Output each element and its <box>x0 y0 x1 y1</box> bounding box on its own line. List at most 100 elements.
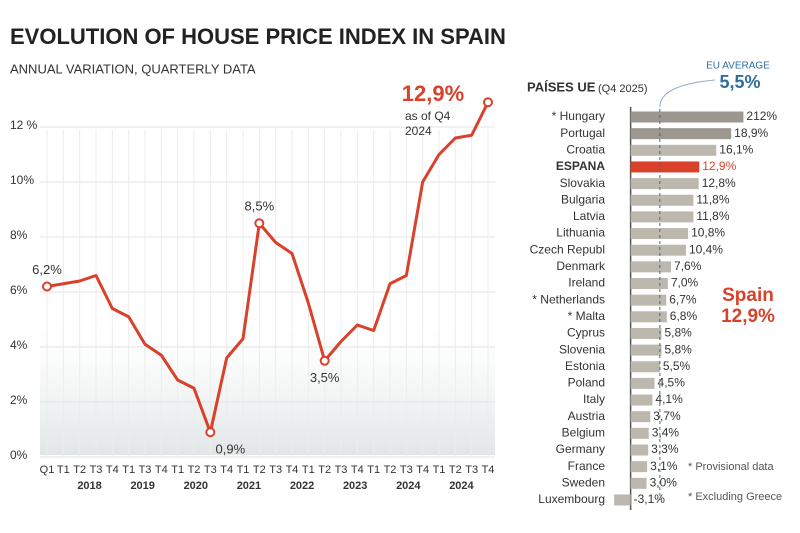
value-label: 11,8% <box>696 209 729 223</box>
y-tick-label: 10% <box>10 173 34 187</box>
category-label: Luxembourg <box>538 492 605 506</box>
value-label: 5,5% <box>663 359 691 373</box>
year-label: 2021 <box>237 480 261 492</box>
value-label: 4,5% <box>658 376 686 390</box>
x-tick-label: T4 <box>286 464 299 476</box>
x-tick-label: T1 <box>302 464 315 476</box>
x-tick-label: T2 <box>449 464 462 476</box>
year-label: 2022 <box>290 480 314 492</box>
category-label: * Hungary <box>552 109 605 123</box>
value-label: 3,1% <box>650 459 678 473</box>
year-label: 2024 <box>449 480 474 492</box>
value-label: 3,3% <box>651 442 679 456</box>
value-label: 7,0% <box>671 276 699 290</box>
x-tick-label: T3 <box>139 464 152 476</box>
y-tick-label: 4% <box>10 338 28 352</box>
value-label: 18,9% <box>734 126 768 140</box>
x-tick-label: T2 <box>73 464 86 476</box>
year-label: 2019 <box>130 480 154 492</box>
category-label: * Malta <box>568 309 606 323</box>
x-tick-label: T1 <box>171 464 184 476</box>
value-label: 16,1% <box>719 142 753 156</box>
bar <box>630 377 655 389</box>
x-tick-label: T3 <box>335 464 348 476</box>
x-tick-label: T2 <box>253 464 266 476</box>
y-tick-label: 8% <box>10 228 28 242</box>
category-label: Ireland <box>568 276 605 290</box>
category-label: Estonia <box>565 359 605 373</box>
bar <box>630 461 648 473</box>
reference-pointer <box>659 79 715 108</box>
bar <box>630 244 686 256</box>
year-label: 2018 <box>77 480 101 492</box>
category-label: Portugal <box>560 126 605 140</box>
title: EVOLUTION OF HOUSE PRICE INDEX IN SPAIN <box>10 24 506 49</box>
x-tick-label: T4 <box>482 464 495 476</box>
value-label: -3,1% <box>634 492 666 506</box>
value-label: 12,9% <box>402 81 464 106</box>
y-tick-label: 12 % <box>10 118 38 132</box>
value-label: 10,8% <box>691 226 725 240</box>
x-tick-label: T2 <box>318 464 331 476</box>
bar <box>630 394 653 406</box>
bar <box>630 144 717 156</box>
category-label: Croatia <box>566 142 605 156</box>
panel-subtitle: (Q4 2025) <box>598 83 648 95</box>
reference-value: 5,5% <box>719 72 760 92</box>
x-tick-label: T4 <box>220 464 233 476</box>
category-label: Germany <box>556 442 605 456</box>
value-label: 11,8% <box>696 192 729 206</box>
x-tick-label: T3 <box>400 464 413 476</box>
value-label: 5,8% <box>664 326 692 340</box>
bar <box>614 494 631 506</box>
category-label: Latvia <box>573 209 605 223</box>
value-label: 6,7% <box>669 292 697 306</box>
line-series <box>46 101 490 434</box>
x-tick-label: T3 <box>465 464 478 476</box>
point-marker <box>319 355 330 366</box>
category-label: France <box>568 459 606 473</box>
category-label: Slovakia <box>560 176 606 190</box>
value-label: 7,6% <box>674 259 702 273</box>
bar <box>630 444 649 456</box>
bar <box>630 161 700 173</box>
bar <box>630 211 694 223</box>
x-tick-label: T2 <box>384 464 397 476</box>
bar <box>630 327 662 339</box>
point-marker <box>42 281 52 292</box>
bar <box>630 427 649 439</box>
x-tick-label: T1 <box>237 464 250 476</box>
value-label: 3,4% <box>652 426 680 440</box>
category-label: Belgium <box>562 426 605 440</box>
x-tick-label: T4 <box>106 464 119 476</box>
value-label: 212% <box>746 109 777 123</box>
year-label: 2023 <box>343 480 367 492</box>
bar <box>630 228 689 240</box>
y-tick-label: 2% <box>10 393 28 407</box>
value-label: 12,9% <box>702 159 736 173</box>
footnote: * Excluding Greece <box>688 491 782 503</box>
x-tick-label: T4 <box>416 464 429 476</box>
x-tick-label: T3 <box>204 464 217 476</box>
category-label: Slovenia <box>559 342 605 356</box>
note: as of Q4 <box>405 109 451 123</box>
bar-chart: PAÍSES UE (Q4 2025) * Hungary 212% Portugal 1… <box>527 61 782 510</box>
value-label: 10,4% <box>689 242 723 256</box>
x-tick-label: T4 <box>155 464 168 476</box>
value-label: 3,5% <box>310 370 340 385</box>
point-marker <box>205 427 216 438</box>
bar <box>630 361 660 373</box>
reference-label: EU AVERAGE <box>706 61 770 72</box>
y-tick-label: 6% <box>10 283 28 297</box>
x-tick-label: T1 <box>57 464 70 476</box>
bar <box>630 477 647 489</box>
value-label: 6,2% <box>32 262 62 277</box>
value-label: 4,1% <box>655 392 683 406</box>
value-label: 0,9% <box>216 442 246 457</box>
category-label: Bulgaria <box>561 192 605 206</box>
background-scene <box>40 330 495 455</box>
note: 2024 <box>405 124 432 138</box>
bar <box>630 294 667 306</box>
value-label: 5,8% <box>664 342 692 356</box>
